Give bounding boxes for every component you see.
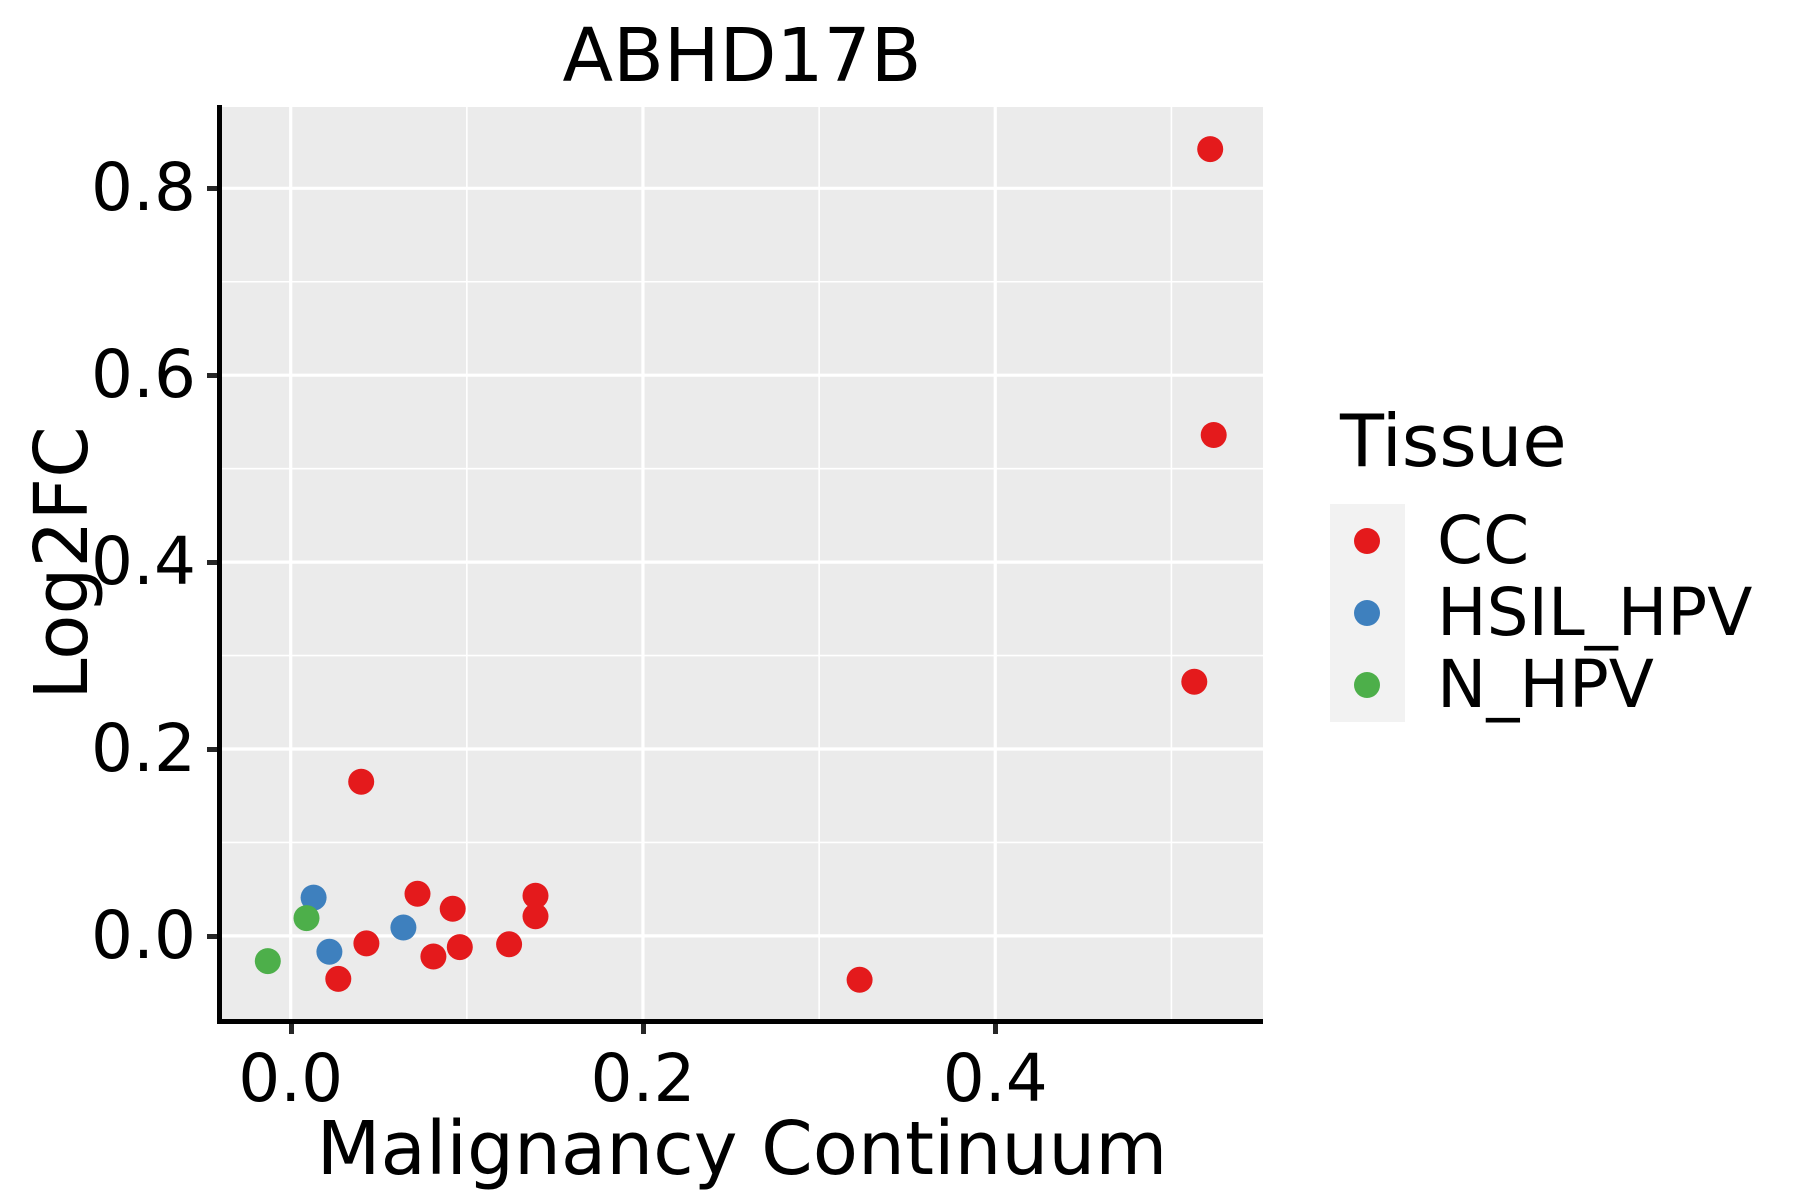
data-point-CC [420,943,447,970]
data-point-HSIL_HPV [316,938,343,965]
data-point-CC [1197,136,1224,163]
data-point-CC [1200,422,1227,448]
data-point-CC [348,768,375,795]
y-axis-line [217,105,222,1023]
y-tick-label: 0.6 [91,336,196,414]
plot-panel [222,107,1263,1020]
plot-title: ABHD17B [562,13,922,99]
x-tick-label: 0.0 [238,1040,344,1117]
y-tick-label: 0.0 [91,896,196,974]
x-axis-label: Malignancy Continuum [316,1106,1168,1192]
data-point-HSIL_HPV [390,914,417,941]
data-point-N_HPV [293,905,320,932]
y-tick-label: 0.2 [91,709,196,787]
legend-title: Tissue [1340,399,1567,483]
y-tick-mark [207,746,217,752]
legend-label-N_HPV: N_HPV [1437,646,1654,723]
data-point-CC [522,882,549,909]
data-point-CC [325,965,352,992]
legend-dot-CC [1354,528,1380,554]
data-point-CC [446,934,473,961]
x-tick-mark [993,1024,999,1034]
y-tick-mark [207,933,217,939]
x-tick-mark [288,1024,294,1034]
y-tick-label: 0.4 [91,523,196,601]
data-point-CC [439,895,466,922]
y-tick-mark [207,186,217,192]
x-tick-label: 0.4 [942,1040,1048,1117]
legend-dot-HSIL_HPV [1354,600,1380,626]
data-point-CC [1181,668,1208,695]
scatter-canvas [222,107,1263,1020]
data-point-CC [846,966,873,993]
y-tick-mark [207,373,217,379]
legend-label-HSIL_HPV: HSIL_HPV [1437,574,1753,651]
y-tick-mark [207,560,217,566]
y-tick-label: 0.8 [91,149,196,227]
y-axis-label: Log2FC [19,426,105,700]
data-point-CC [404,880,431,907]
data-point-HSIL_HPV [300,884,327,911]
legend-label-CC: CC [1437,502,1530,579]
data-point-CC [496,931,523,958]
legend-dot-N_HPV [1354,672,1380,698]
x-tick-mark [640,1024,646,1034]
data-point-N_HPV [254,948,281,975]
data-point-CC [522,903,549,930]
x-tick-label: 0.2 [590,1040,696,1117]
data-point-CC [353,930,380,957]
x-axis-line [217,1019,1263,1024]
